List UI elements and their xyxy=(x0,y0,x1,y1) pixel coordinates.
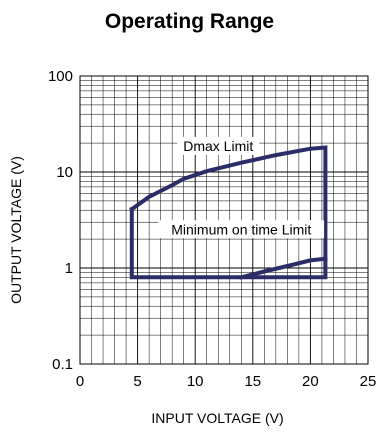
annotation-label: Minimum on time Limit xyxy=(171,221,311,237)
x-tick-label: 0 xyxy=(76,373,84,390)
annotation-label: Dmax Limit xyxy=(183,138,253,154)
y-tick-label: 10 xyxy=(56,164,73,181)
x-axis-title: INPUT VOLTAGE (V) xyxy=(151,410,284,426)
y-tick-label: 0.1 xyxy=(52,356,73,373)
x-tick-label: 5 xyxy=(133,373,141,390)
annotations: Dmax Limit Minimum on time Limit xyxy=(158,136,325,239)
grid xyxy=(80,76,368,364)
series-boundary-line xyxy=(129,145,328,280)
x-tick-label: 20 xyxy=(302,373,319,390)
chart-title: Operating Range xyxy=(104,10,275,33)
y-tick-label: 100 xyxy=(48,68,73,85)
annotation-background xyxy=(177,136,260,155)
x-tick-label: 15 xyxy=(244,373,261,390)
plot-frame xyxy=(79,75,369,365)
annotation-background xyxy=(158,220,325,239)
series-group xyxy=(129,145,328,280)
tick-labels: 0 5 10 15 20 25 0.1 1 10 100 xyxy=(48,68,376,390)
x-tick-label: 25 xyxy=(360,373,377,390)
x-tick-label: 10 xyxy=(187,373,204,390)
y-axis-title: OUTPUT VOLTAGE (V) xyxy=(8,156,24,304)
y-axis-title-box: OUTPUT VOLTAGE (V) xyxy=(2,105,30,355)
y-tick-label: 1 xyxy=(65,260,73,277)
series-min-on-time-line xyxy=(238,256,328,280)
